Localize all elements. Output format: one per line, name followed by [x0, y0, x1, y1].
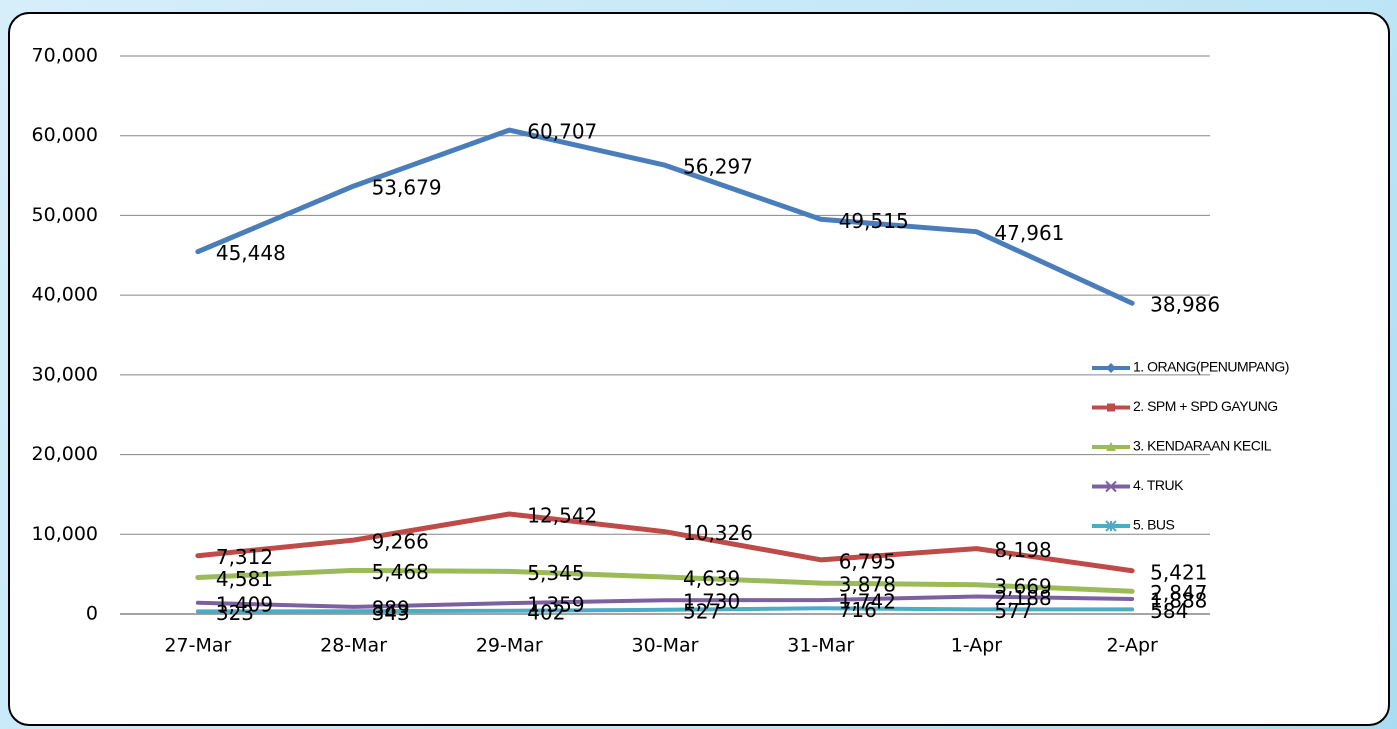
x-tick-label: 30-Mar [632, 635, 699, 657]
series-line [195, 594, 1135, 609]
data-label: 716 [839, 598, 877, 622]
data-label: 2,188 [994, 586, 1051, 610]
data-label: 6,795 [839, 549, 896, 573]
data-label: 4,639 [683, 567, 740, 591]
y-tick-label: 60,000 [32, 124, 98, 146]
legend-label: 3. KENDARAAN KECIL [1133, 438, 1272, 454]
y-tick-label: 20,000 [32, 443, 98, 465]
legend-item: 1. ORANG(PENUMPANG) [1092, 359, 1289, 375]
series-line [195, 606, 1135, 614]
data-label: 60,707 [527, 120, 597, 144]
data-label: 527 [683, 599, 721, 623]
data-label: 8,198 [994, 538, 1051, 562]
data-label: 2,847 [1150, 581, 1207, 605]
data-label: 12,542 [527, 504, 597, 528]
legend-item: 5. BUS [1092, 517, 1175, 533]
data-label: 49,515 [839, 209, 909, 233]
data-label: 45,448 [216, 241, 286, 265]
series-line [195, 567, 1135, 594]
series-line [195, 127, 1135, 306]
chart-panel [8, 12, 1390, 726]
y-tick-label: 0 [86, 603, 98, 625]
data-label: 7,312 [216, 545, 273, 569]
data-label: 1,359 [527, 593, 584, 617]
data-label: 584 [1150, 599, 1188, 623]
y-tick-label: 40,000 [32, 284, 98, 306]
x-tick-label: 2-Apr [1106, 635, 1158, 657]
legend-label: 2. SPM + SPD GAYUNG [1133, 398, 1278, 414]
data-label: 53,679 [372, 176, 442, 200]
data-label: 5,421 [1150, 560, 1207, 584]
y-tick-label: 50,000 [32, 204, 98, 226]
legend-label: 4. TRUK [1133, 477, 1184, 493]
legend-marker [1107, 403, 1115, 412]
data-label: 577 [994, 599, 1032, 623]
series-line [195, 511, 1135, 574]
data-label: 47,961 [994, 221, 1064, 245]
legend-item: 2. SPM + SPD GAYUNG [1092, 398, 1278, 414]
legend-label: 1. ORANG(PENUMPANG) [1133, 359, 1289, 375]
data-label: 323 [216, 601, 254, 625]
x-tick-label: 1-Apr [951, 635, 1003, 657]
data-label: 9,266 [372, 530, 429, 554]
data-label: 56,297 [683, 155, 753, 179]
x-tick-label: 27-Mar [164, 635, 231, 657]
legend-item: 4. TRUK [1092, 477, 1185, 493]
legend-marker [1105, 480, 1117, 493]
y-tick-label: 70,000 [32, 45, 98, 67]
data-label: 1,409 [216, 592, 273, 616]
y-tick-label: 30,000 [32, 363, 98, 385]
y-tick-label: 10,000 [32, 523, 98, 545]
x-tick-label: 29-Mar [476, 635, 543, 657]
data-label: 4,581 [216, 567, 273, 591]
data-label: 889 [372, 596, 410, 620]
data-label: 3,878 [839, 573, 896, 597]
data-label: 343 [372, 601, 410, 625]
legend-label: 5. BUS [1133, 517, 1175, 533]
data-label: 1,730 [683, 590, 740, 614]
x-tick-label: 28-Mar [320, 635, 387, 657]
data-label: 3,669 [994, 574, 1051, 598]
data-label: 38,986 [1150, 293, 1220, 317]
legend-item: 3. KENDARAAN KECIL [1092, 438, 1272, 454]
data-label: 402 [527, 600, 565, 624]
data-label: 5,345 [527, 561, 584, 585]
data-label: 5,468 [372, 560, 429, 584]
data-label: 1,888 [1150, 588, 1207, 612]
data-label: 1,742 [839, 590, 896, 614]
x-tick-label: 31-Mar [787, 635, 854, 657]
legend-marker [1106, 442, 1116, 451]
legend-marker [1106, 363, 1116, 373]
data-label: 10,326 [683, 521, 753, 545]
legend-marker [1105, 520, 1117, 532]
